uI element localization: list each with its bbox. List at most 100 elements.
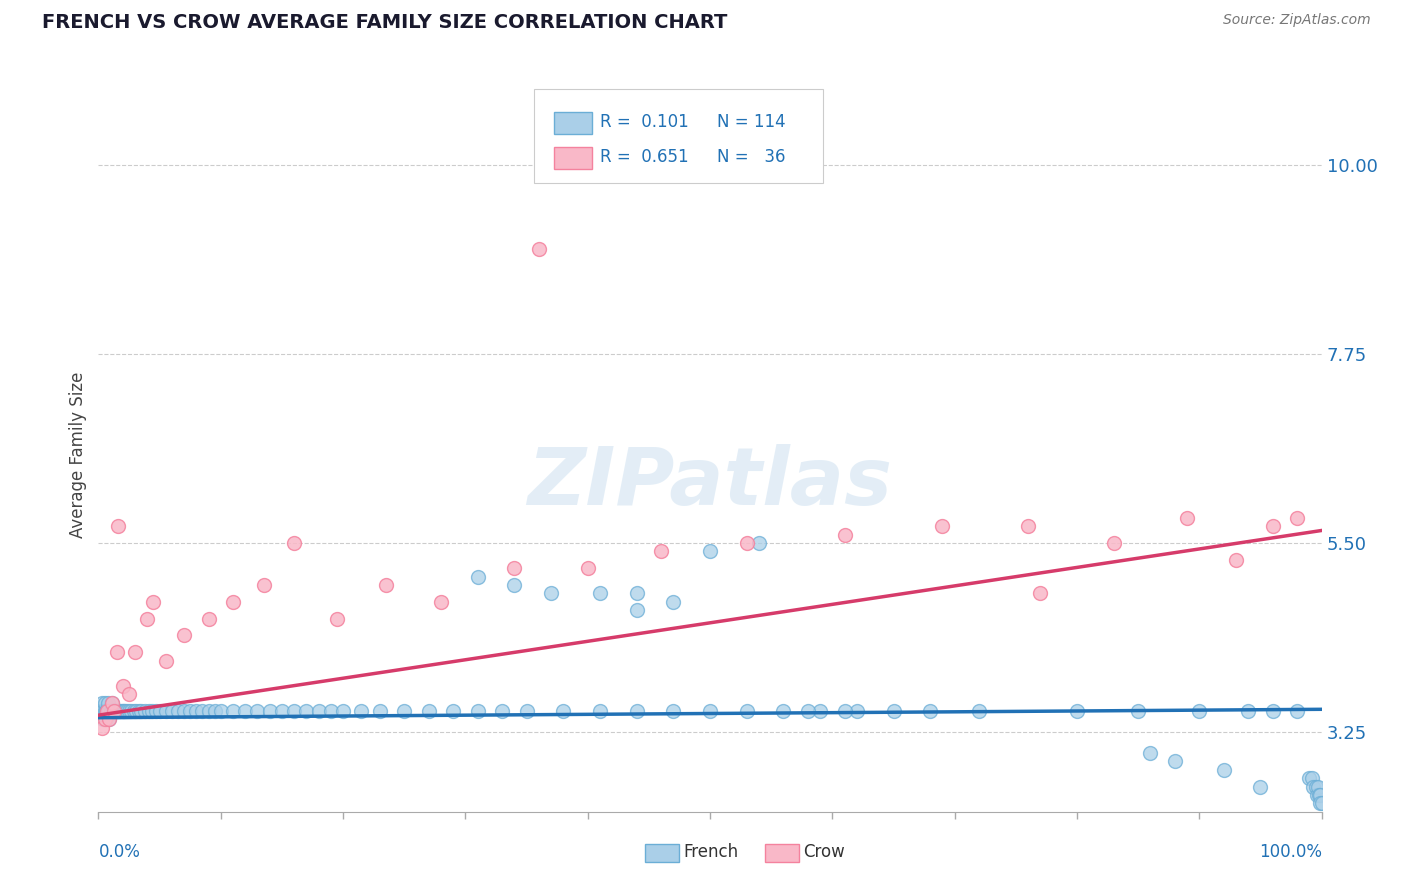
Point [441, 704, 464, 718]
Point [1308, 788, 1330, 802]
Point [145, 704, 167, 718]
Point [97, 696, 120, 710]
Point [626, 603, 648, 617]
Point [808, 704, 831, 718]
Point [527, 242, 550, 256]
Point [128, 704, 150, 718]
Point [233, 704, 256, 718]
Point [167, 704, 190, 718]
Point [173, 704, 195, 718]
Point [111, 704, 134, 718]
Point [920, 704, 942, 718]
Point [160, 704, 183, 718]
Text: French: French [683, 843, 738, 861]
Point [252, 578, 274, 592]
Point [1237, 704, 1260, 718]
Point [129, 704, 152, 718]
Point [93, 696, 115, 710]
Point [105, 645, 128, 659]
Point [1261, 519, 1284, 533]
Point [91, 704, 114, 718]
Point [626, 704, 648, 718]
Point [589, 586, 612, 600]
Point [118, 704, 141, 718]
Point [845, 704, 868, 718]
Point [699, 544, 721, 558]
Point [418, 704, 440, 718]
Point [326, 612, 349, 626]
Point [1306, 788, 1329, 802]
Point [1249, 780, 1271, 794]
Point [883, 704, 905, 718]
Point [138, 704, 160, 718]
Point [392, 704, 416, 718]
Point [430, 595, 453, 609]
Point [111, 704, 134, 718]
Point [120, 704, 142, 718]
Point [155, 704, 177, 718]
Point [98, 712, 121, 726]
Text: 100.0%: 100.0% [1258, 843, 1322, 861]
Y-axis label: Average Family Size: Average Family Size [69, 372, 87, 538]
Point [142, 595, 165, 609]
Text: Source: ZipAtlas.com: Source: ZipAtlas.com [1223, 13, 1371, 28]
Point [124, 645, 146, 659]
Point [136, 612, 159, 626]
Point [94, 704, 117, 718]
Point [735, 704, 758, 718]
Point [105, 704, 128, 718]
Point [931, 519, 953, 533]
Text: 0.0%: 0.0% [98, 843, 141, 861]
Point [100, 704, 122, 718]
Point [1102, 536, 1125, 550]
Point [834, 527, 856, 541]
Point [350, 704, 373, 718]
Point [122, 704, 145, 718]
Point [125, 704, 148, 718]
Point [204, 704, 226, 718]
Point [650, 544, 672, 558]
Point [515, 704, 537, 718]
Text: N = 114: N = 114 [717, 113, 786, 131]
Point [186, 704, 208, 718]
Point [662, 595, 685, 609]
Point [90, 704, 112, 718]
Point [283, 704, 305, 718]
Point [332, 704, 354, 718]
Point [368, 704, 391, 718]
Point [103, 704, 125, 718]
Point [1066, 704, 1088, 718]
Point [308, 704, 330, 718]
Point [295, 704, 318, 718]
Point [374, 578, 396, 592]
Point [699, 704, 721, 718]
Point [191, 704, 214, 718]
Point [118, 687, 141, 701]
Point [108, 704, 131, 718]
Point [98, 712, 121, 726]
Point [179, 704, 201, 718]
Point [93, 704, 115, 718]
Text: ZIPatlas: ZIPatlas [527, 444, 893, 523]
Point [173, 628, 195, 642]
Point [155, 654, 177, 668]
Text: R =  0.651: R = 0.651 [600, 148, 689, 166]
Point [1302, 780, 1324, 794]
Point [197, 612, 219, 626]
Point [797, 704, 820, 718]
Point [1188, 704, 1211, 718]
Point [1212, 763, 1234, 777]
Point [115, 704, 138, 718]
Point [209, 704, 232, 718]
Point [107, 519, 129, 533]
Point [1017, 519, 1039, 533]
Point [772, 704, 794, 718]
Point [97, 704, 120, 718]
Point [503, 561, 526, 575]
Point [89, 704, 111, 718]
Point [319, 704, 342, 718]
Point [222, 595, 245, 609]
Point [96, 704, 118, 718]
Point [1309, 797, 1331, 811]
Text: FRENCH VS CROW AVERAGE FAMILY SIZE CORRELATION CHART: FRENCH VS CROW AVERAGE FAMILY SIZE CORRE… [42, 13, 727, 32]
